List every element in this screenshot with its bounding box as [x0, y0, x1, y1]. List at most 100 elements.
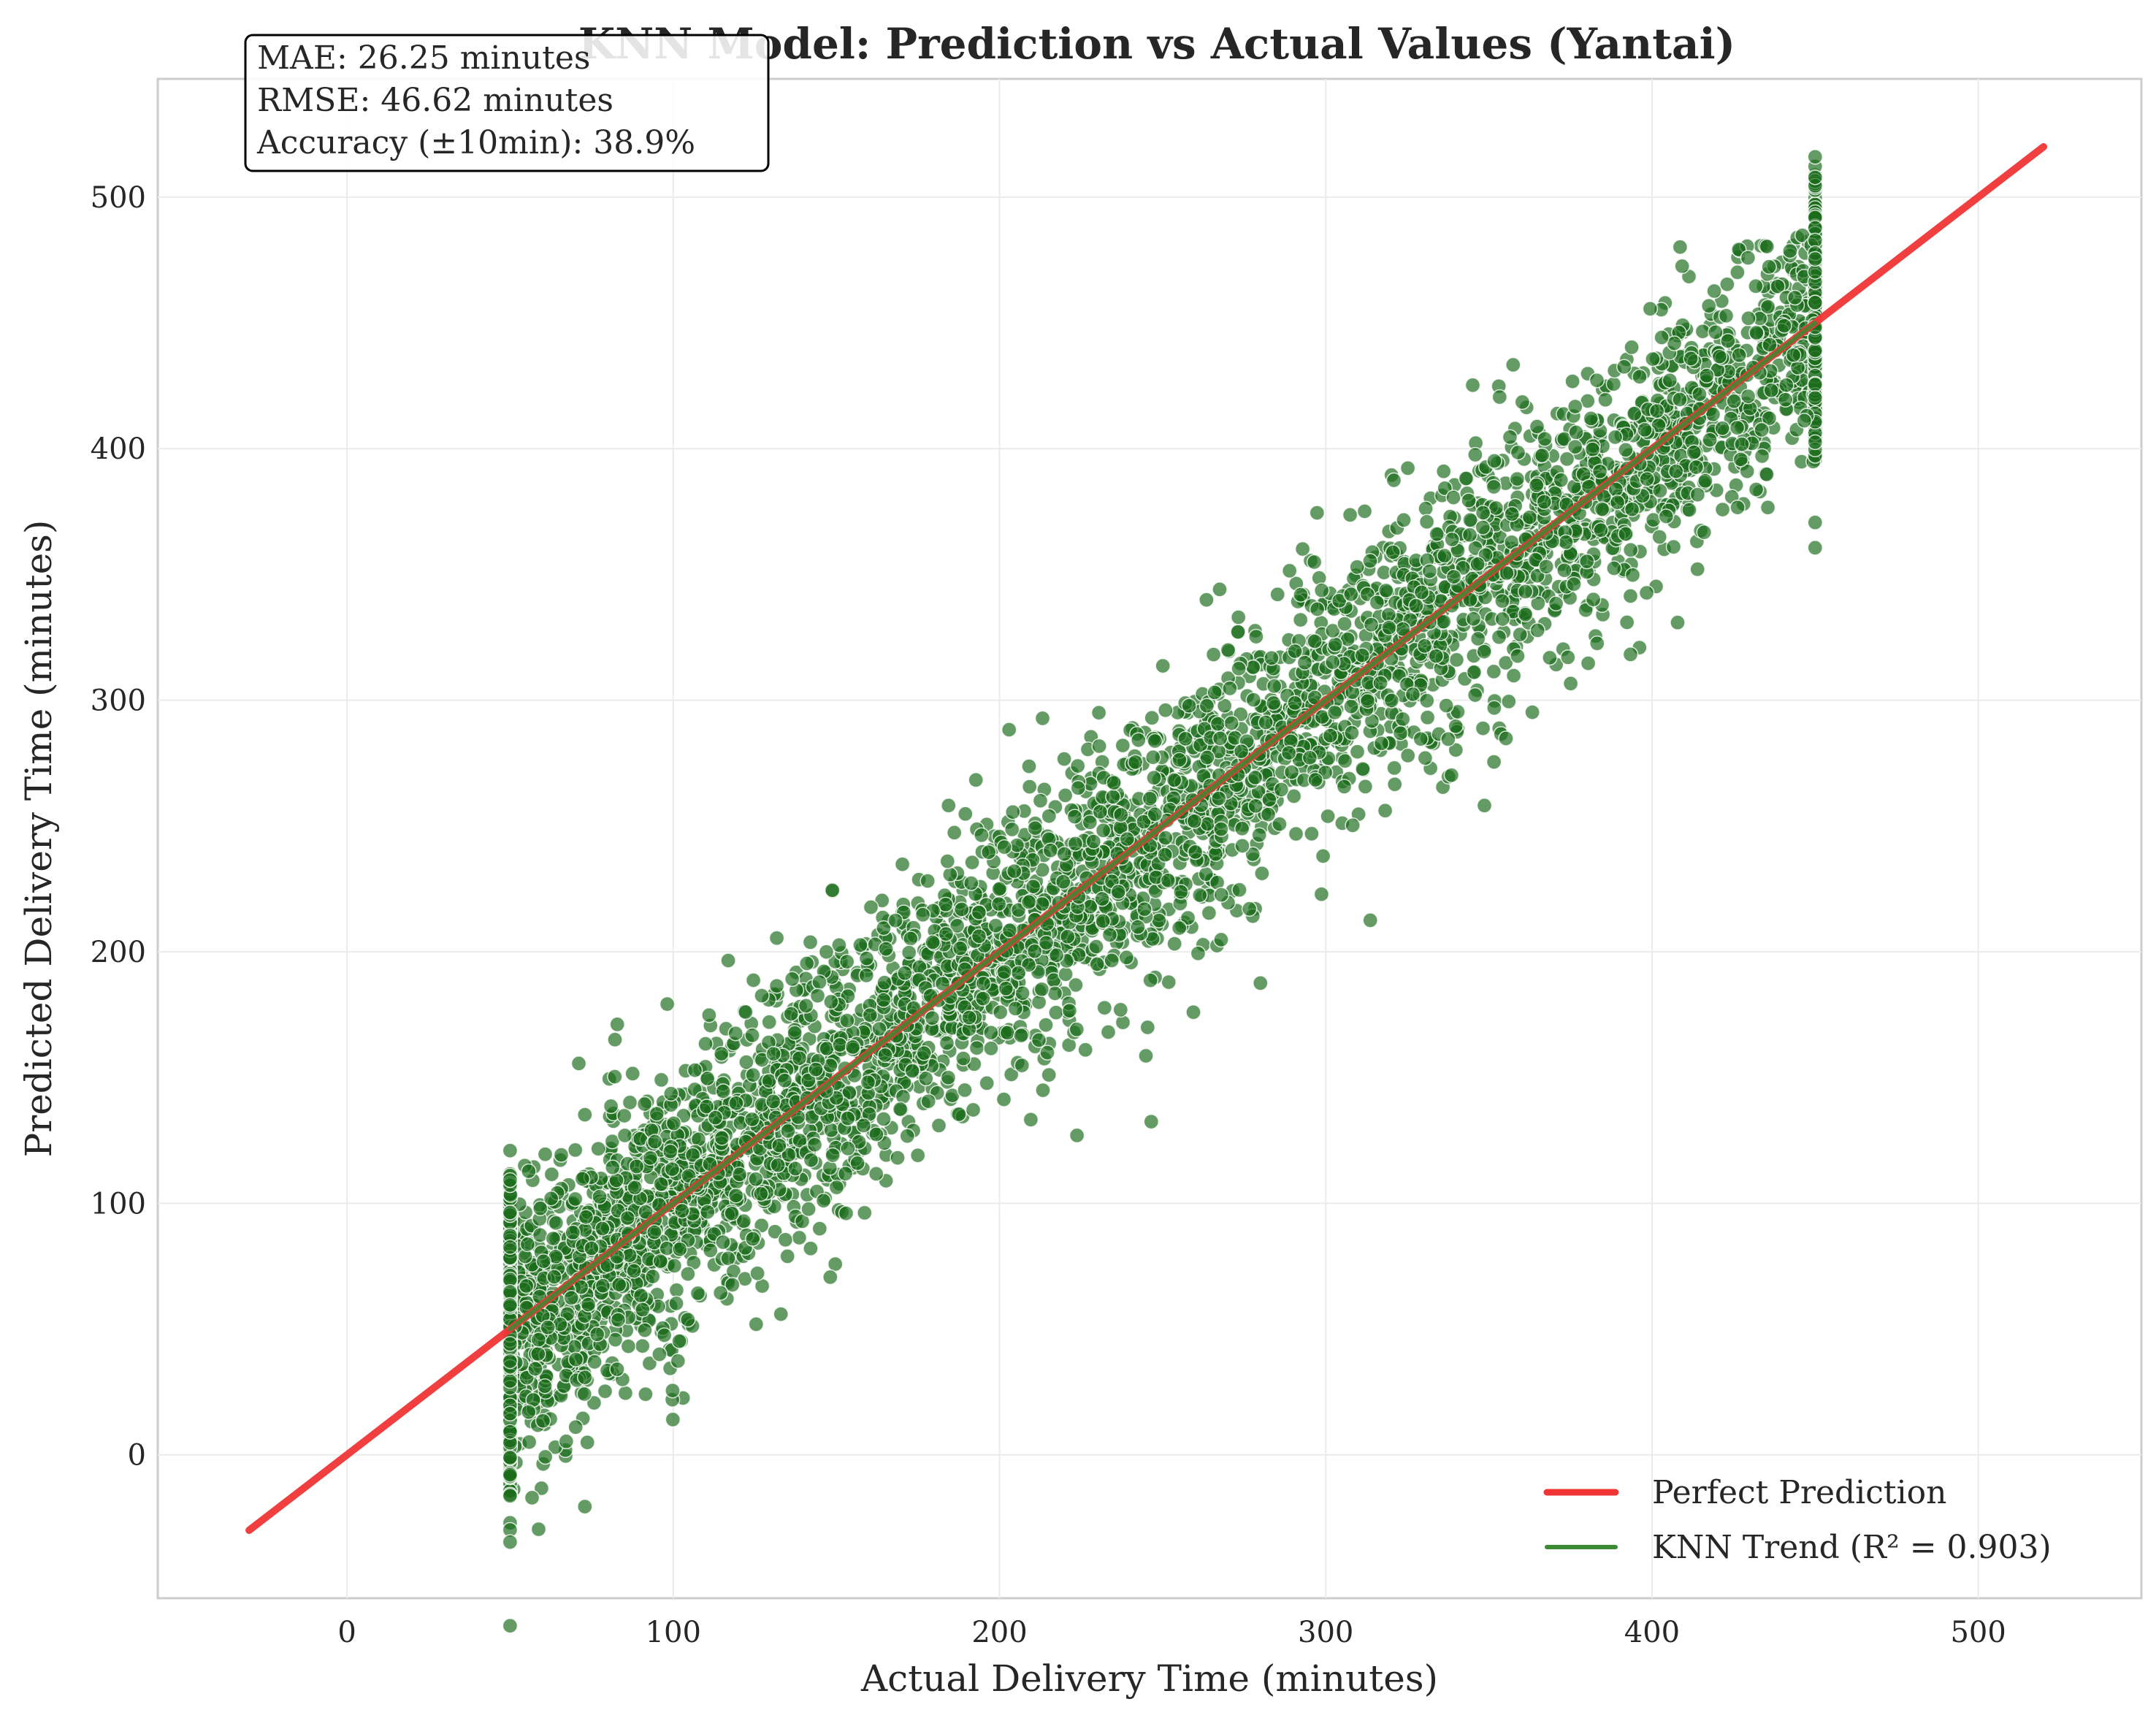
scatter-point: [1579, 553, 1595, 570]
scatter-point: [899, 1128, 916, 1144]
scatter-point: [1435, 463, 1452, 480]
scatter-point: [1759, 299, 1776, 315]
scatter-points: [502, 148, 1824, 1634]
scatter-point: [1349, 744, 1366, 760]
scatter-point: [1654, 329, 1670, 345]
scatter-point: [595, 1221, 611, 1237]
scatter-point: [1357, 779, 1374, 795]
scatter-point: [1213, 931, 1229, 948]
scatter-point: [712, 1285, 729, 1301]
scatter-point: [1418, 514, 1435, 530]
scatter-point: [521, 1163, 537, 1180]
scatter-point: [586, 1394, 603, 1411]
scatter-point: [570, 1055, 587, 1072]
scatter-point: [664, 1161, 681, 1177]
scatter-point: [1001, 722, 1017, 738]
scatter-point: [1726, 393, 1743, 410]
scatter-point: [1363, 616, 1380, 633]
scatter-point: [1624, 567, 1641, 583]
scatter-point: [980, 844, 997, 860]
scatter-point: [1509, 470, 1526, 487]
scatter-point: [1697, 473, 1713, 489]
scatter-point: [1199, 698, 1215, 714]
scatter-point: [567, 1191, 584, 1207]
scatter-point: [942, 866, 958, 883]
scatter-point: [822, 1269, 838, 1286]
scatter-point: [1201, 905, 1217, 921]
scatter-point: [502, 1534, 519, 1550]
scatter-point: [802, 934, 819, 950]
scatter-point: [1264, 650, 1280, 666]
scatter-point: [1069, 1021, 1085, 1038]
scatter-point: [894, 856, 911, 872]
scatter-point: [1691, 386, 1708, 402]
scatter-point: [1151, 912, 1167, 928]
scatter-point: [1142, 972, 1158, 988]
scatter-point: [1306, 554, 1323, 570]
scatter-point: [1048, 1004, 1064, 1021]
scatter-point: [1734, 436, 1750, 452]
scatter-point: [502, 1204, 519, 1221]
scatter-point: [546, 1269, 562, 1285]
scatter-point: [662, 1143, 678, 1160]
scatter-point: [799, 955, 815, 971]
scatter-point: [909, 1147, 926, 1164]
scatter-point: [827, 1256, 844, 1272]
scatter-point: [990, 896, 1007, 912]
scatter-point: [974, 827, 990, 844]
scatter-point: [1510, 648, 1526, 664]
scatter-point: [1171, 920, 1188, 936]
scatter-point: [659, 996, 676, 1012]
scatter-point: [1580, 655, 1597, 671]
scatter-point: [991, 881, 1008, 897]
scatter-point: [803, 1240, 819, 1256]
scatter-point: [832, 1036, 848, 1053]
scatter-point: [768, 977, 785, 994]
scatter-point: [868, 1166, 884, 1182]
scatter-point: [537, 1448, 554, 1465]
scatter-point: [671, 1333, 687, 1349]
scatter-point: [1385, 472, 1402, 489]
scatter-point: [1092, 803, 1109, 820]
scatter-point: [1034, 710, 1051, 727]
scatter-point: [803, 1152, 819, 1168]
scatter-point: [1719, 276, 1735, 292]
scatter-point: [1113, 806, 1129, 823]
scatter-point: [738, 1054, 754, 1070]
scatter-point: [1199, 816, 1216, 832]
scatter-point: [1584, 441, 1601, 458]
scatter-point: [537, 1146, 554, 1162]
scatter-point: [637, 1322, 653, 1338]
scatter-point: [1056, 846, 1073, 862]
scatter-point: [1155, 657, 1171, 674]
scatter-point: [1055, 874, 1071, 890]
scatter-point: [748, 1316, 765, 1332]
scatter-point: [1437, 548, 1453, 564]
scatter-point: [1112, 1001, 1129, 1018]
scatter-point: [1618, 526, 1634, 542]
scatter-point: [828, 1179, 845, 1196]
scatter-point: [1486, 700, 1502, 716]
scatter-point: [1706, 283, 1722, 299]
scatter-point: [1759, 466, 1775, 483]
scatter-point: [1068, 977, 1084, 993]
scatter-point: [1248, 628, 1264, 645]
scatter-point: [567, 1419, 584, 1435]
scatter-point: [1537, 431, 1553, 447]
scatter-point: [1632, 369, 1648, 385]
scatter-point: [642, 1150, 659, 1167]
scatter-point: [1025, 878, 1041, 895]
scatter-point: [920, 873, 936, 889]
scatter-point: [649, 1106, 665, 1122]
scatter-point: [687, 1062, 703, 1078]
scatter-point: [1558, 534, 1574, 551]
scatter-point: [567, 1351, 584, 1367]
scatter-point: [1313, 582, 1330, 599]
scatter-point: [577, 1369, 593, 1386]
scatter-point: [767, 1223, 783, 1240]
scatter-point: [1404, 686, 1421, 703]
scatter-point: [1461, 492, 1477, 508]
scatter-point: [668, 1295, 684, 1312]
scatter-point: [1505, 356, 1521, 373]
scatter-point: [727, 1188, 744, 1204]
